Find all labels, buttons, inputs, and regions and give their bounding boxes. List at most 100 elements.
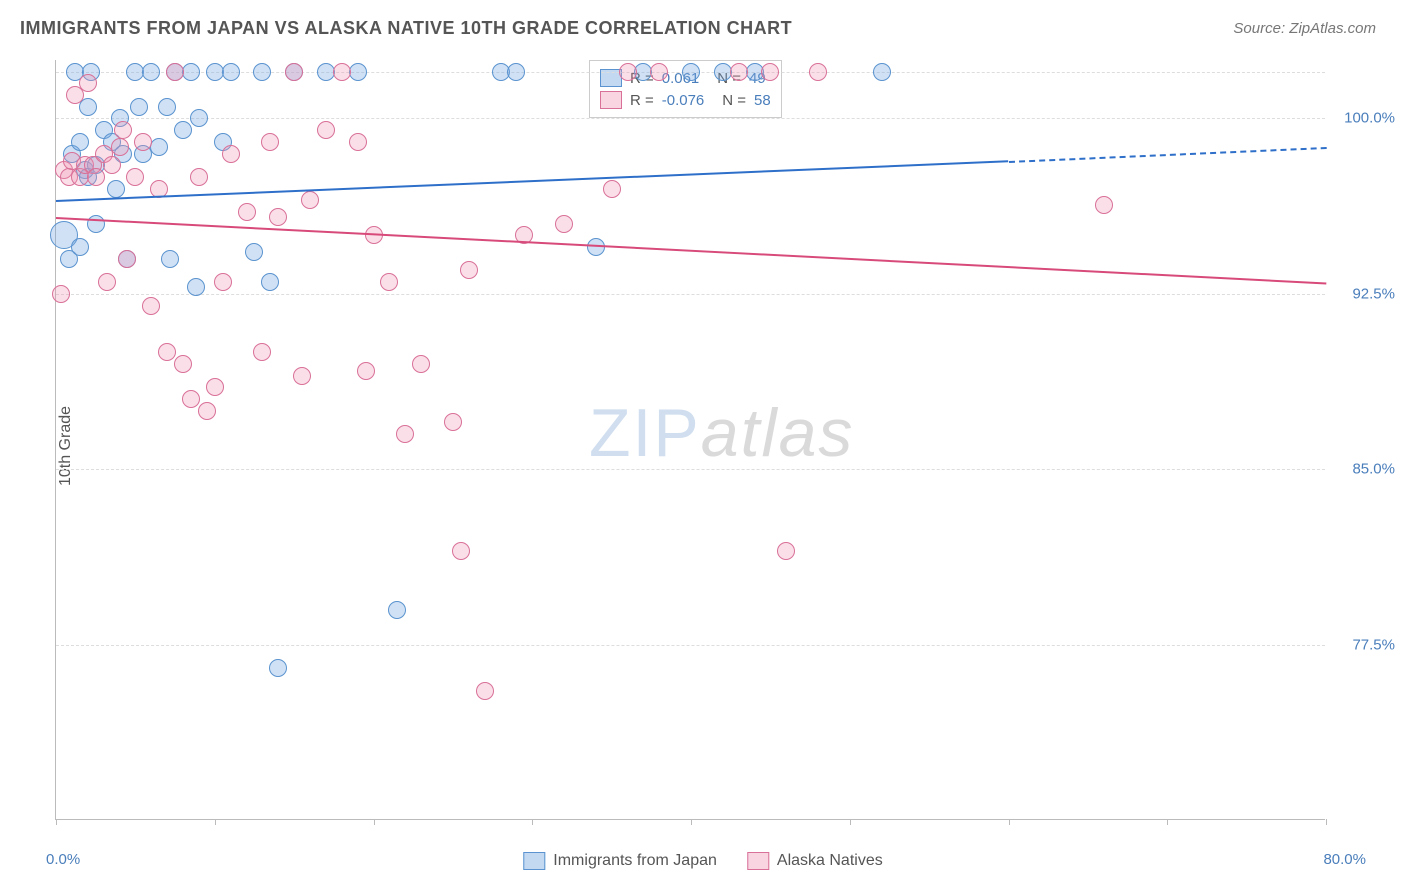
data-point xyxy=(349,133,367,151)
x-tick xyxy=(691,819,692,825)
x-min-label: 0.0% xyxy=(46,851,80,868)
data-point xyxy=(357,362,375,380)
data-point xyxy=(253,343,271,361)
chart-title: IMMIGRANTS FROM JAPAN VS ALASKA NATIVE 1… xyxy=(20,18,792,39)
legend-label: Immigrants from Japan xyxy=(553,852,717,870)
legend-r-label: R = xyxy=(630,92,654,109)
data-point xyxy=(777,542,795,560)
data-point xyxy=(476,682,494,700)
data-point xyxy=(396,425,414,443)
data-point xyxy=(245,243,263,261)
data-point xyxy=(161,250,179,268)
x-tick xyxy=(850,819,851,825)
data-point xyxy=(214,273,232,291)
data-point xyxy=(269,208,287,226)
source-attribution: Source: ZipAtlas.com xyxy=(1233,20,1376,37)
data-point xyxy=(380,273,398,291)
data-point xyxy=(158,98,176,116)
data-point xyxy=(555,215,573,233)
data-point xyxy=(285,63,303,81)
data-point xyxy=(198,402,216,420)
data-point xyxy=(873,63,891,81)
data-point xyxy=(261,273,279,291)
data-point xyxy=(222,63,240,81)
data-point xyxy=(150,138,168,156)
data-point xyxy=(114,121,132,139)
data-point xyxy=(166,63,184,81)
y-tick-label: 92.5% xyxy=(1352,285,1395,302)
legend-n-label: N = xyxy=(722,92,746,109)
data-point xyxy=(269,659,287,677)
data-point xyxy=(111,138,129,156)
legend-swatch xyxy=(523,852,545,870)
legend-label: Alaska Natives xyxy=(777,852,883,870)
y-tick-label: 100.0% xyxy=(1344,110,1395,127)
data-point xyxy=(206,378,224,396)
gridline xyxy=(56,118,1325,119)
data-point xyxy=(261,133,279,151)
data-point xyxy=(349,63,367,81)
gridline xyxy=(56,294,1325,295)
data-point xyxy=(603,180,621,198)
data-point xyxy=(460,261,478,279)
data-point xyxy=(333,63,351,81)
x-tick xyxy=(532,819,533,825)
data-point xyxy=(98,273,116,291)
data-point xyxy=(126,168,144,186)
data-point xyxy=(187,278,205,296)
legend-item: Immigrants from Japan xyxy=(523,852,717,870)
data-point xyxy=(452,542,470,560)
data-point xyxy=(682,63,700,81)
legend-swatch xyxy=(747,852,769,870)
data-point xyxy=(412,355,430,373)
plot-area: ZIPatlas R =0.061N =49R =-0.076N =58 100… xyxy=(55,60,1325,820)
watermark-zip: ZIP xyxy=(589,395,701,471)
data-point xyxy=(71,133,89,151)
data-point xyxy=(293,367,311,385)
data-point xyxy=(174,121,192,139)
data-point xyxy=(103,156,121,174)
legend-item: Alaska Natives xyxy=(747,852,883,870)
legend-swatch xyxy=(600,91,622,109)
gridline xyxy=(56,645,1325,646)
data-point xyxy=(130,98,148,116)
x-tick xyxy=(374,819,375,825)
legend-r-value: -0.076 xyxy=(662,92,705,109)
watermark-atlas: atlas xyxy=(701,395,855,471)
x-tick xyxy=(1167,819,1168,825)
data-point xyxy=(301,191,319,209)
data-point xyxy=(118,250,136,268)
data-point xyxy=(182,63,200,81)
series-legend: Immigrants from Japan Alaska Natives xyxy=(523,852,882,870)
legend-row: R = -0.076 N = 58 xyxy=(600,89,771,111)
data-point xyxy=(87,215,105,233)
data-point xyxy=(1095,196,1113,214)
data-point xyxy=(142,63,160,81)
data-point xyxy=(809,63,827,81)
data-point xyxy=(222,145,240,163)
x-tick xyxy=(1009,819,1010,825)
data-point xyxy=(238,203,256,221)
y-tick-label: 85.0% xyxy=(1352,461,1395,478)
trend-line xyxy=(1008,147,1326,163)
watermark: ZIPatlas xyxy=(589,394,854,472)
data-point xyxy=(87,168,105,186)
x-max-label: 80.0% xyxy=(1323,851,1366,868)
source-value: ZipAtlas.com xyxy=(1289,20,1376,37)
data-point xyxy=(71,238,89,256)
data-point xyxy=(158,343,176,361)
data-point xyxy=(730,63,748,81)
x-tick xyxy=(56,819,57,825)
legend-n-value: 58 xyxy=(754,92,771,109)
data-point xyxy=(190,168,208,186)
x-tick xyxy=(215,819,216,825)
data-point xyxy=(134,133,152,151)
data-point xyxy=(507,63,525,81)
data-point xyxy=(619,63,637,81)
data-point xyxy=(52,285,70,303)
data-point xyxy=(650,63,668,81)
data-point xyxy=(444,413,462,431)
x-tick xyxy=(1326,819,1327,825)
data-point xyxy=(190,109,208,127)
data-point xyxy=(107,180,125,198)
